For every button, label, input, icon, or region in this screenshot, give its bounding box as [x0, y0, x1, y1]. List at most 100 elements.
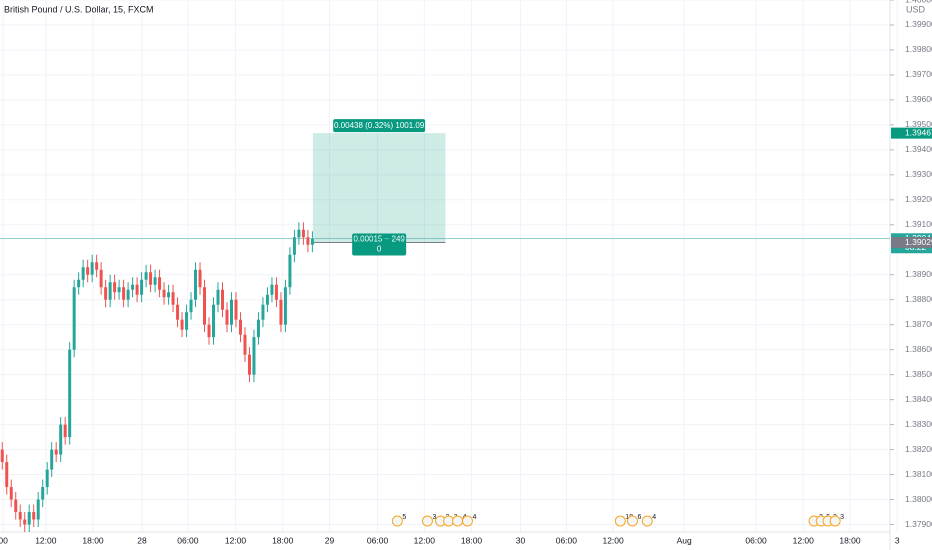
x-tick-label: 29 — [325, 535, 335, 545]
y-tick-label: 1.38900 — [905, 269, 932, 279]
candle-body — [243, 334, 247, 355]
event-label: 3 — [840, 514, 844, 521]
event-label: 4 — [472, 514, 476, 521]
candle-body — [95, 262, 99, 270]
y-tick-label: 1.39700 — [905, 69, 932, 79]
candle-body — [194, 269, 198, 300]
candle-body — [131, 284, 135, 290]
candle-body — [306, 237, 310, 245]
candle-body — [9, 487, 13, 500]
x-tick-label: 18:00 — [272, 535, 294, 545]
x-tick-label: 18:00 — [839, 535, 861, 545]
y-tick-label: 1.38200 — [905, 444, 932, 454]
target-label: 0.00438 (0.32%) 1001.09 — [334, 121, 425, 130]
y-tick-label: 1.38500 — [905, 369, 932, 379]
y-tick-label: 1.40000 — [905, 0, 932, 4]
candle-body — [198, 269, 202, 288]
candle-body — [72, 287, 76, 350]
event-flag — [461, 515, 473, 527]
x-tick-label: 3 — [895, 535, 900, 545]
profit-zone — [312, 133, 446, 243]
x-tick-label: 28 — [137, 535, 147, 545]
candle-body — [180, 319, 184, 330]
y-tick-label: 1.39500 — [905, 119, 932, 129]
event-label: 4 — [652, 514, 656, 521]
y-tick-label: 1.38600 — [905, 344, 932, 354]
x-tick-label: 06:00 — [745, 535, 767, 545]
candle-body — [81, 267, 85, 280]
candle-body — [265, 294, 269, 305]
candle-body — [212, 304, 216, 338]
candle-body — [5, 462, 9, 488]
event-flag — [829, 515, 841, 527]
y-tick-label: 1.38700 — [905, 319, 932, 329]
candle-body — [221, 289, 224, 310]
candle-body — [225, 309, 229, 325]
candle-body — [117, 287, 121, 293]
candle-body — [14, 499, 18, 513]
x-tick-label: 06:00 — [556, 535, 578, 545]
x-tick-label: 06:00 — [177, 535, 199, 545]
event-flag — [421, 515, 433, 527]
candle-body — [297, 229, 301, 238]
x-tick-label: 12:00 — [414, 535, 436, 545]
x-tick-label: 12:00 — [225, 535, 247, 545]
candle-body — [126, 289, 130, 300]
y-tick-label: 1.38100 — [905, 469, 932, 479]
candle-body — [45, 469, 49, 488]
candle-body — [144, 272, 148, 280]
y-tick-label: 1.39400 — [905, 144, 932, 154]
candle-body — [86, 267, 90, 275]
candle-body — [27, 512, 31, 525]
candle-body — [283, 287, 287, 325]
candle-body — [122, 287, 126, 300]
candle-body — [176, 304, 180, 320]
event-flag — [626, 515, 638, 527]
y-tick-label: 1.38400 — [905, 394, 932, 404]
x-tick-label: 12:00 — [35, 535, 57, 545]
candle-body — [162, 289, 166, 298]
candle-body — [252, 337, 256, 375]
candle-body — [279, 299, 283, 325]
candle-body — [185, 312, 189, 330]
candle-body — [140, 279, 144, 295]
candle-body — [261, 304, 265, 320]
y-tick-label: 1.38300 — [905, 419, 932, 429]
event-flag — [614, 515, 626, 527]
candle-body — [203, 287, 207, 325]
candle-body — [135, 284, 139, 295]
y-tick-label: 1.39600 — [905, 94, 932, 104]
candle-body — [104, 287, 108, 300]
x-tick-label: 00 — [0, 535, 8, 545]
candle-body — [238, 319, 242, 335]
candle-body — [0, 449, 4, 463]
entry-label: 0.00015 ~ 249 — [353, 235, 405, 244]
candle-body — [288, 254, 292, 288]
candle-body — [158, 277, 162, 290]
y-tick-label: 1.39800 — [905, 44, 932, 54]
x-tick-label: 12:00 — [793, 535, 815, 545]
price-tag — [891, 237, 932, 249]
candle-body — [149, 272, 153, 285]
candle-body — [113, 282, 117, 293]
candle-body — [167, 292, 171, 298]
price-tag — [891, 127, 932, 139]
candle-body — [41, 487, 45, 500]
candle-body — [90, 262, 94, 275]
candle-body — [256, 319, 260, 338]
candle-body — [18, 512, 22, 520]
event-flag — [452, 515, 464, 527]
price-tag-label: 1.39467 — [905, 127, 932, 137]
chart-title: British Pound / U.S. Dollar, 15, FXCM — [4, 4, 154, 14]
target-badge — [333, 119, 426, 133]
candle-body — [207, 324, 211, 338]
currency: USD — [906, 4, 926, 14]
event-flag — [391, 515, 403, 527]
candle-body — [292, 237, 296, 255]
candle-body — [36, 499, 40, 520]
event-label: 5 — [402, 514, 406, 521]
candle-body — [59, 424, 63, 455]
candle-body — [108, 282, 112, 300]
y-tick-label: 1.39200 — [905, 194, 932, 204]
y-tick-label: 1.37900 — [905, 519, 932, 529]
